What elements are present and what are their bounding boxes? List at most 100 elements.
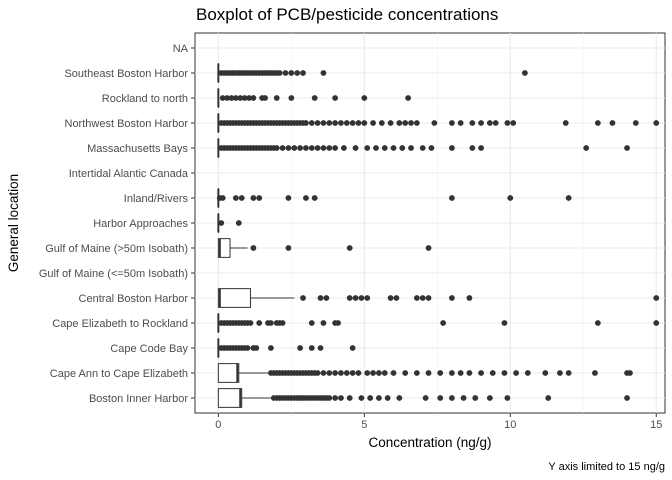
outlier-point — [246, 95, 252, 101]
outlier-point — [355, 370, 362, 376]
outlier-point — [294, 70, 301, 76]
outlier-point — [448, 395, 455, 401]
y-tick-label: Gulf of Maine (>50m Isobath) — [45, 243, 188, 255]
outlier-point — [373, 145, 379, 151]
y-axis: NA Southeast Boston Harbor Rockland to nor… — [39, 43, 195, 405]
outlier-point — [335, 320, 341, 326]
outlier-point — [448, 120, 455, 126]
outlier-point — [594, 120, 601, 126]
y-tick-label: Boston Inner Harbor — [89, 393, 188, 405]
outlier-point — [346, 245, 353, 251]
outlier-point — [224, 95, 231, 101]
outlier-point — [219, 195, 226, 201]
outlier-point — [288, 95, 295, 101]
outlier-point — [478, 120, 484, 126]
y-tick-label: Cape Code Bay — [110, 343, 188, 355]
outlier-point — [422, 395, 429, 401]
x-axis-title: Concentration (ng/g) — [368, 435, 491, 450]
outlier-point — [565, 370, 572, 376]
outlier-point — [332, 120, 339, 126]
outlier-point — [478, 145, 484, 151]
outlier-point — [504, 395, 511, 401]
outlier-point — [314, 370, 321, 376]
y-tick-label: NA — [173, 43, 189, 55]
box — [217, 388, 243, 408]
outlier-point — [507, 195, 514, 201]
y-tick-label: Rockland to north — [102, 93, 188, 105]
outlier-point — [545, 395, 552, 401]
outlier-points — [216, 70, 660, 401]
outlier-point — [256, 195, 263, 201]
outlier-point — [340, 145, 347, 151]
outlier-point — [387, 120, 394, 126]
outlier-point — [320, 70, 327, 76]
outlier-point — [390, 370, 397, 376]
outlier-point — [219, 95, 226, 101]
outlier-point — [320, 145, 327, 151]
outlier-point — [542, 370, 549, 376]
outlier-point — [364, 145, 371, 151]
outlier-point — [402, 120, 409, 126]
outlier-point — [457, 370, 464, 376]
x-tick-label: 0 — [215, 419, 221, 431]
outlier-point — [308, 320, 315, 326]
outlier-point — [338, 370, 344, 376]
outlier-point — [326, 145, 333, 151]
outlier-point — [291, 145, 298, 151]
outlier-point — [338, 395, 344, 401]
outlier-point — [408, 145, 414, 151]
outlier-point — [524, 370, 531, 376]
outlier-point — [376, 370, 382, 376]
y-tick-label: Gulf of Maine (<=50m Isobath) — [39, 268, 188, 280]
outlier-point — [300, 295, 306, 301]
outlier-point — [448, 195, 455, 201]
outlier-point — [303, 195, 309, 201]
y-tick-label: Intertidal Alantic Canada — [69, 168, 189, 180]
x-tick-label: 10 — [504, 419, 516, 431]
outlier-point — [583, 145, 590, 151]
outlier-point — [317, 345, 324, 351]
outlier-point — [381, 145, 388, 151]
outlier-point — [273, 145, 280, 151]
outlier-point — [247, 320, 254, 326]
outlier-point — [431, 120, 438, 126]
outlier-point — [288, 70, 295, 76]
outlier-point — [393, 295, 400, 301]
outlier-point — [326, 120, 333, 126]
outlier-point — [627, 370, 633, 376]
outlier-point — [358, 295, 365, 301]
outlier-point — [235, 220, 242, 226]
outlier-point — [437, 370, 444, 376]
chart-title: Boxplot of PCB/pesticide concentrations — [196, 5, 498, 24]
outlier-point — [592, 370, 598, 376]
outlier-point — [472, 395, 479, 401]
outlier-point — [311, 195, 318, 201]
outlier-point — [237, 95, 244, 101]
outlier-point — [413, 120, 420, 126]
outlier-point — [448, 295, 455, 301]
outlier-point — [624, 145, 630, 151]
outlier-point — [396, 120, 403, 126]
outlier-point — [396, 395, 403, 401]
outlier-point — [297, 145, 303, 151]
outlier-point — [308, 345, 315, 351]
outlier-point — [320, 120, 327, 126]
y-tick-label: Southeast Boston Harbor — [64, 68, 188, 80]
outlier-point — [594, 320, 601, 326]
outlier-point — [624, 395, 630, 401]
outlier-point — [478, 370, 484, 376]
outlier-point — [419, 295, 426, 301]
outlier-point — [387, 295, 394, 301]
outlier-point — [332, 370, 339, 376]
outlier-point — [402, 370, 409, 376]
outlier-point — [469, 120, 476, 126]
outlier-point — [376, 395, 382, 401]
outlier-point — [253, 345, 260, 351]
outlier-point — [448, 145, 455, 151]
outlier-point — [384, 395, 391, 401]
outlier-point — [425, 370, 432, 376]
outlier-point — [448, 370, 455, 376]
outlier-point — [460, 395, 467, 401]
outlier-point — [343, 120, 350, 126]
